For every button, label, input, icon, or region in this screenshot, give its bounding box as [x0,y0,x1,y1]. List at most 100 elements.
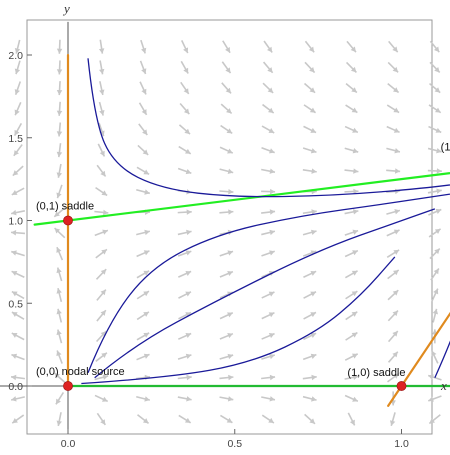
field-arrow-head [183,47,189,54]
field-arrow-head [101,396,108,402]
field-arrow-head [185,250,192,256]
field-arrow [261,209,276,215]
field-arrow-head [389,420,396,426]
field-arrow-head [11,270,18,276]
field-arrow-head [10,230,17,236]
field-arrow-head [13,150,19,156]
field-arrow [302,250,317,257]
y-tick-label: 0.5 [8,298,23,310]
field-arrow [220,414,233,424]
field-arrow [56,143,63,158]
field-arrow [386,168,401,174]
field-arrow-head [11,250,17,256]
field-arrow-head [101,190,108,196]
field-arrow [136,188,151,195]
field-arrow-head [311,396,317,402]
field-arrow-head [14,89,20,95]
field-arrow-head [12,418,18,424]
field-arrow-head [428,374,434,380]
field-arrow [222,40,231,54]
field-arrow-head [14,68,21,75]
field-arrow [10,209,25,216]
field-arrow [219,353,234,360]
field-arrow [344,229,359,236]
field-arrow [96,164,107,177]
field-arrow [219,396,234,402]
field-arrow [178,291,192,299]
field-arrow-head [100,289,106,296]
y-axis-label: y [62,1,70,16]
field-arrow [219,270,234,278]
field-arrow [56,267,63,282]
field-arrow-head [14,48,21,54]
field-arrow-head [56,350,62,357]
field-arrow [431,288,439,302]
field-arrow [54,227,66,239]
field-arrow [14,81,22,95]
field-arrow-head [56,192,62,199]
field-arrow [56,329,63,344]
field-arrow-head [144,189,150,195]
field-arrow-head [56,172,63,178]
field-arrow-head [185,353,192,360]
field-arrow [56,163,63,178]
field-arrow [302,168,317,174]
field-arrow [56,184,63,199]
field-arrow-head [184,128,191,135]
field-arrow-head [11,312,18,318]
field-arrow [177,250,192,257]
field-arrow [95,248,108,259]
field-arrow [262,61,274,74]
field-arrow [11,250,25,257]
field-arrow [12,165,24,177]
equilibrium-label: (1,0) saddle [347,367,405,379]
field-arrow-head [54,373,61,379]
field-arrow-head [269,209,276,215]
field-arrow-head [351,107,358,113]
field-arrow-head [269,250,275,256]
equilibrium-label: (0,1) saddle [36,201,94,213]
field-arrow-head [352,209,359,215]
field-arrow-head [141,47,147,54]
field-arrow [386,104,400,114]
field-arrow [219,312,234,320]
field-arrow-head [351,291,358,297]
field-arrow [429,61,441,74]
field-arrow [139,60,147,75]
field-arrow [346,40,357,53]
field-arrow-head [394,168,401,174]
field-arrow [177,167,192,175]
field-arrow [221,82,232,94]
field-arrow-head [267,67,273,73]
field-arrow [98,60,105,75]
field-arrow-head [225,67,231,74]
field-arrow-head [351,87,357,93]
field-arrow [303,270,317,278]
field-arrow-head [268,333,275,339]
field-arrow [221,61,232,74]
field-arrow-head [185,270,192,276]
field-arrow-head [393,107,400,113]
field-arrow [98,39,105,54]
field-arrow-head [435,107,441,113]
field-arrow-head [268,107,274,114]
field-arrow [304,61,316,74]
field-arrow-head [428,396,434,402]
y-tick-label: 0.0 [8,381,23,393]
field-arrow [56,246,64,261]
field-arrow [219,250,234,257]
field-arrow-head [269,353,275,360]
field-arrow-head [227,168,234,175]
field-arrow-head [56,89,63,96]
field-arrow-head [351,332,358,338]
field-arrow-head [311,209,317,215]
y-tick-label: 1.5 [8,133,23,145]
field-arrow [428,228,442,238]
field-arrow [136,166,150,176]
field-arrow [344,353,359,361]
field-arrow-head [185,148,191,154]
field-arrow [180,40,189,54]
field-arrow [177,209,192,215]
field-arrow-head [186,396,192,402]
field-arrow [386,249,400,258]
